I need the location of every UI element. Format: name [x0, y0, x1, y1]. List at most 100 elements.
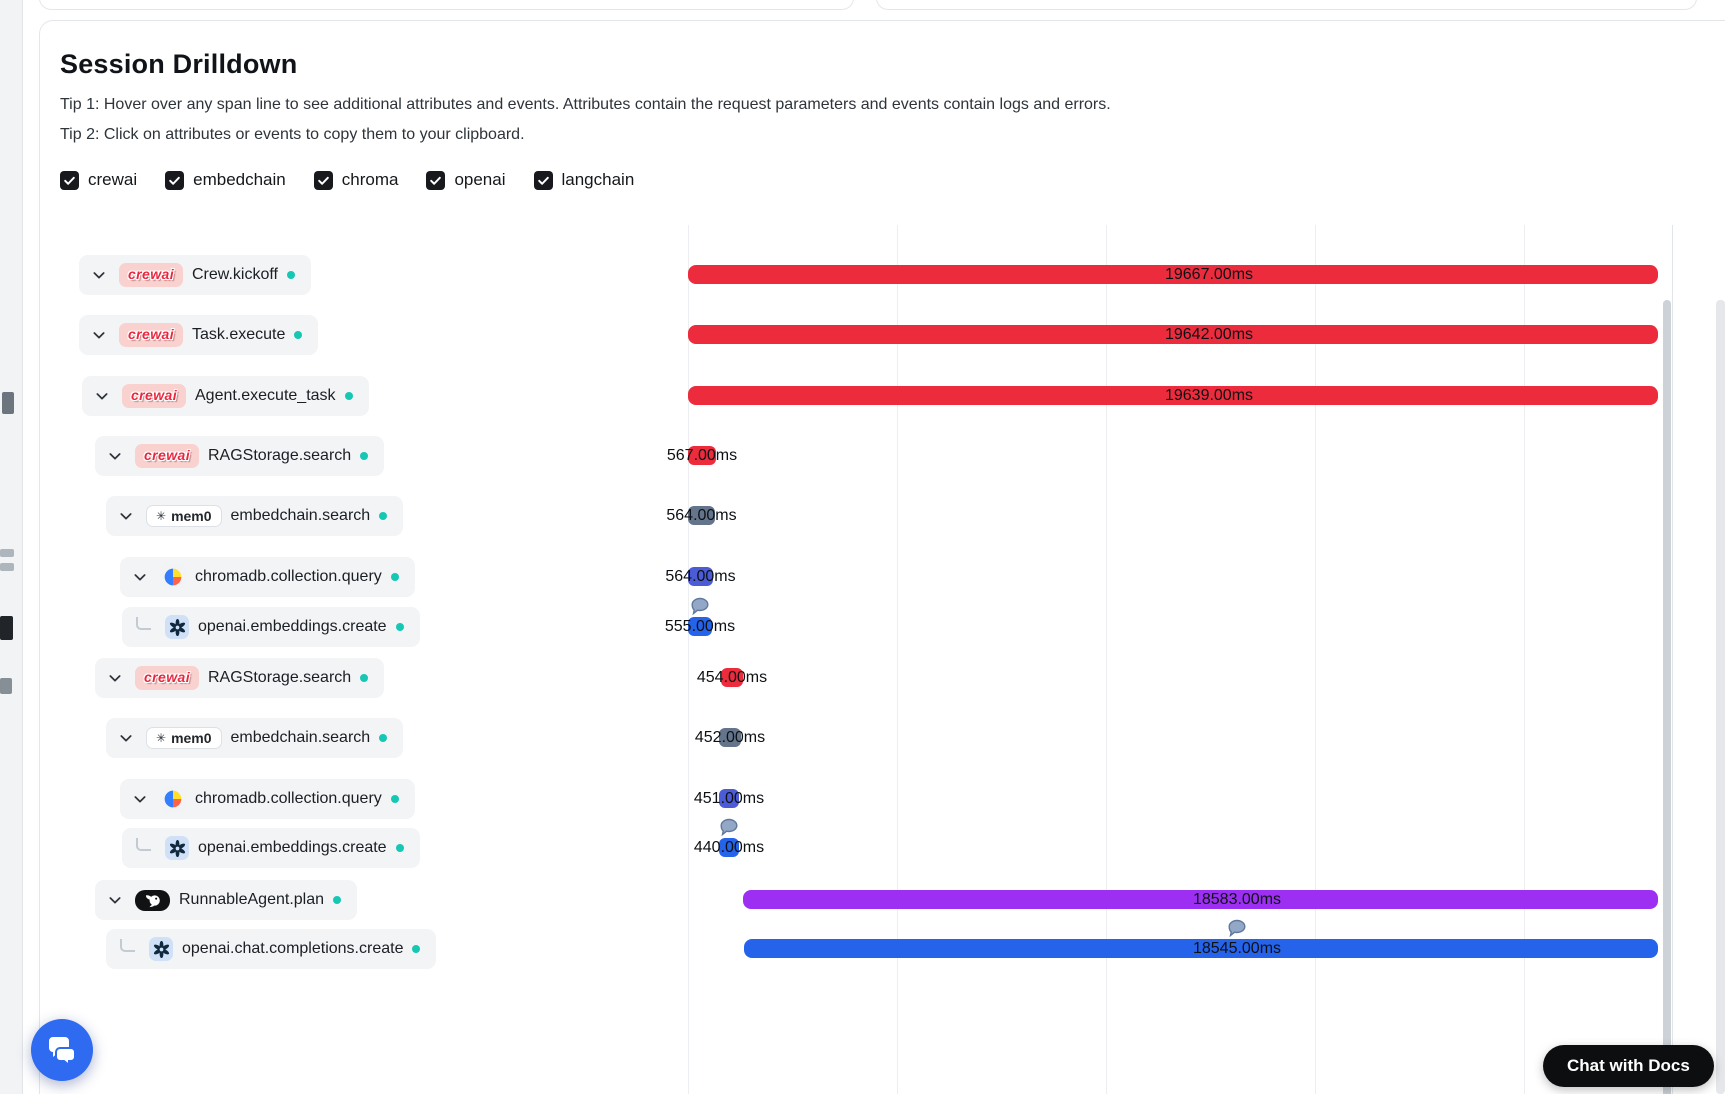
checkbox-chroma[interactable] [313, 170, 333, 190]
checkbox-embedchain[interactable] [165, 170, 185, 190]
filter-label: chroma [341, 170, 399, 189]
filter-label: openai [454, 170, 506, 189]
crewai-logo-text: crewai [131, 387, 177, 403]
span-tree-row: crewai RAGStorage.search [95, 436, 385, 476]
span-tree-row: crewai RAGStorage.search [95, 658, 385, 698]
chart-scrollbar[interactable] [1663, 300, 1671, 1094]
clipped-content-fragment [0, 563, 14, 571]
span-tree-row: ✳ mem0 embedchain.search [106, 718, 404, 758]
filter-langchain[interactable]: langchain [533, 170, 634, 190]
span-name: Agent.execute_task [195, 387, 336, 404]
chevron-down-icon[interactable] [115, 727, 137, 749]
left-edge-panel [0, 0, 23, 1094]
crewai-logo-text: crewai [144, 447, 190, 463]
clipped-content-fragment [2, 392, 14, 414]
tree-elbow-connector [120, 938, 135, 952]
crewai-logo-text: crewai [128, 266, 174, 282]
span-tree-row: openai.embeddings.create [122, 828, 420, 868]
tip-2: Tip 2: Click on attributes or events to … [60, 126, 525, 143]
span-bar[interactable] [688, 386, 1658, 405]
span-tree-row: chromadb.collection.query [120, 779, 415, 819]
chevron-down-icon[interactable] [129, 566, 151, 588]
chevron-down-icon[interactable] [104, 445, 126, 467]
langchain-logo [135, 889, 170, 911]
span-status-dot [286, 271, 295, 279]
crewai-logo: crewai [122, 384, 186, 408]
span-bar[interactable] [744, 939, 1658, 958]
span-status-dot [395, 844, 404, 852]
span-bar[interactable] [719, 838, 739, 857]
span-status-dot [390, 795, 399, 803]
check-icon [317, 174, 330, 187]
check-icon [537, 174, 550, 187]
check-icon [168, 174, 181, 187]
span-bar[interactable] [688, 325, 1658, 344]
span-bar[interactable] [688, 617, 712, 636]
openai-logo [165, 615, 189, 639]
filter-chroma[interactable]: chroma [313, 170, 399, 190]
span-bar[interactable] [719, 728, 741, 747]
span-name: openai.chat.completions.create [182, 940, 404, 957]
span-name: chromadb.collection.query [195, 568, 382, 585]
chevron-down-icon[interactable] [88, 264, 110, 286]
chevron-down-icon[interactable] [115, 505, 137, 527]
span-status-dot [333, 896, 342, 904]
crewai-logo: crewai [119, 323, 183, 347]
event-bubble-icon[interactable] [1228, 919, 1247, 937]
chroma-logo [160, 564, 186, 590]
page-title: Session Drilldown [60, 49, 298, 79]
library-filters: crewai embedchain chroma openai langchain [60, 170, 1725, 190]
span-status-dot [390, 573, 399, 581]
crewai-logo: crewai [119, 263, 183, 287]
span-bar[interactable] [743, 890, 1658, 909]
checkbox-langchain[interactable] [533, 170, 553, 190]
chevron-down-icon[interactable] [104, 889, 126, 911]
mem0-logo: ✳ mem0 [146, 505, 222, 527]
span-bar[interactable] [688, 567, 713, 586]
clipped-top-card-left [39, 0, 854, 10]
filter-embedchain[interactable]: embedchain [165, 170, 286, 190]
span-name: RunnableAgent.plan [179, 891, 325, 908]
span-bar[interactable] [688, 265, 1658, 284]
span-bar[interactable] [721, 668, 743, 687]
span-tree-row: openai.embeddings.create [122, 607, 420, 647]
crewai-logo: crewai [135, 444, 199, 468]
clipped-content-fragment [0, 678, 12, 694]
span-status-dot [379, 734, 388, 742]
span-status-dot [379, 512, 388, 520]
mem0-gear-icon: ✳ [156, 731, 167, 745]
span-name: RAGStorage.search [208, 447, 352, 464]
span-tree-row: crewai Crew.kickoff [79, 255, 311, 295]
chevron-down-icon[interactable] [88, 324, 110, 346]
checkbox-crewai[interactable] [60, 170, 79, 190]
clipped-content-fragment [0, 549, 14, 557]
chevron-down-icon[interactable] [104, 667, 126, 689]
span-name: chromadb.collection.query [195, 790, 382, 807]
event-bubble-icon[interactable] [720, 818, 739, 836]
span-bar[interactable] [688, 446, 716, 465]
tree-elbow-connector [136, 837, 151, 851]
openai-logo [149, 937, 173, 961]
span-status-dot [360, 452, 369, 460]
filter-crewai[interactable]: crewai [60, 170, 137, 190]
event-bubble-icon[interactable] [691, 597, 710, 615]
span-name: openai.embeddings.create [198, 839, 387, 856]
span-name: embedchain.search [230, 729, 371, 746]
span-bar[interactable] [688, 506, 715, 525]
chevron-down-icon[interactable] [91, 385, 113, 407]
span-status-dot [412, 945, 421, 953]
span-tree-row: chromadb.collection.query [120, 557, 415, 597]
chat-widget-button[interactable] [31, 1019, 93, 1081]
chat-with-docs-button[interactable]: Chat with Docs [1543, 1045, 1714, 1087]
span-tree-row: crewai Agent.execute_task [82, 376, 369, 416]
mem0-logo-text: mem0 [171, 730, 212, 746]
span-status-dot [294, 331, 303, 339]
span-tree-row: RunnableAgent.plan [95, 880, 358, 920]
chevron-down-icon[interactable] [129, 788, 151, 810]
page-scrollbar[interactable] [1716, 300, 1725, 1094]
filter-openai[interactable]: openai [426, 170, 506, 190]
span-bar[interactable] [719, 789, 739, 808]
checkbox-openai[interactable] [426, 170, 446, 190]
span-status-dot [395, 623, 404, 631]
